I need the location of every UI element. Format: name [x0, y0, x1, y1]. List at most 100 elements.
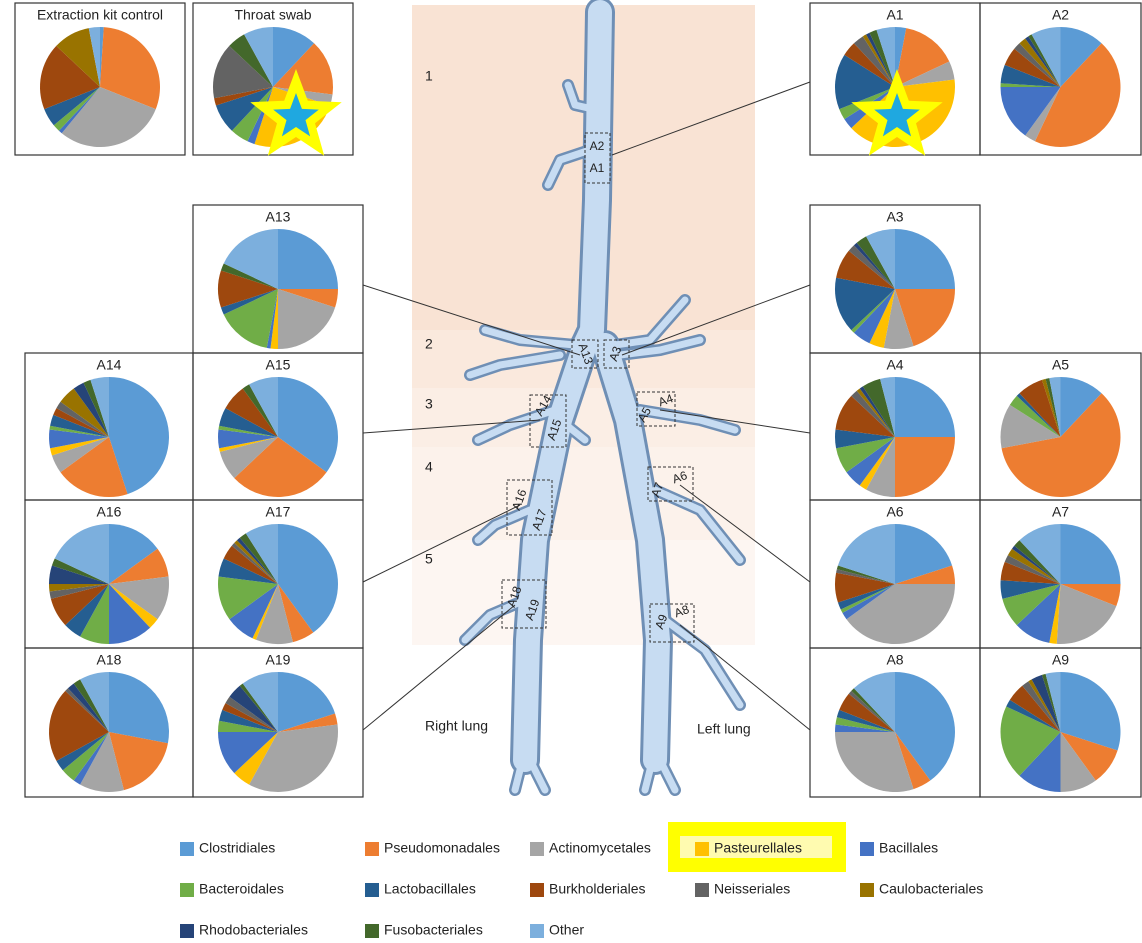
pie-slice [839, 693, 895, 732]
pie-slice [835, 429, 895, 449]
pie-slice [109, 524, 158, 584]
pie-panel: A1 [809, 2, 981, 156]
pie-slice [869, 29, 895, 88]
legend-swatch [365, 883, 379, 897]
pie-slice [1019, 379, 1061, 437]
pie-slice [80, 672, 109, 732]
region-label: A5 [635, 404, 655, 424]
pie-slice [249, 377, 278, 437]
pie-slice [88, 27, 100, 87]
pie-title: A9 [1052, 652, 1069, 668]
region-label: A17 [529, 507, 550, 532]
right-lung-label: Right lung [425, 718, 488, 734]
pie-slice [866, 437, 895, 497]
pie-slice [109, 548, 169, 584]
pie-slice [1025, 87, 1061, 142]
pie-slice [836, 569, 895, 584]
pie-slice [895, 229, 955, 289]
star-inner [273, 93, 319, 137]
left-lung-label: Left lung [697, 721, 751, 737]
pie-slice [215, 87, 273, 131]
pie-slice [876, 27, 895, 87]
legend-swatch [365, 842, 379, 856]
legend-label: Neisseriales [714, 881, 790, 897]
pie-slice [60, 388, 109, 437]
pie-slice [65, 688, 109, 732]
legend-label: Clostridiales [199, 840, 275, 856]
pie-slice [255, 584, 293, 644]
pie-slice [100, 27, 104, 87]
pie-slice [1034, 43, 1121, 148]
region-label: A8 [672, 602, 691, 620]
airway [459, 0, 746, 796]
legend-swatch [695, 883, 709, 897]
pie-slice [218, 558, 278, 584]
region-label: A15 [544, 417, 565, 442]
pie-slice [225, 388, 278, 437]
pie-slice [80, 584, 109, 644]
pie-slice [1016, 393, 1061, 437]
region-label: A16 [509, 487, 530, 512]
pie-slice [218, 720, 278, 732]
pie-slice [836, 565, 895, 584]
pie-title: A13 [266, 209, 291, 225]
pie-panel: A3 [809, 204, 981, 354]
pie-slice [242, 672, 278, 732]
pie-slice [229, 685, 278, 732]
pie-slice [1045, 378, 1061, 437]
pie-slice [895, 437, 955, 497]
legend-label: Fusobacteriales [384, 922, 483, 938]
pie-slice [242, 384, 278, 437]
pie-slice [234, 540, 278, 584]
pie-slice [1028, 34, 1061, 87]
pie-slice [109, 584, 158, 628]
pie-slice [270, 289, 278, 349]
legend-swatch [860, 842, 874, 856]
pie-slice [837, 524, 895, 584]
pie-slice [49, 429, 109, 449]
pie-slice [1000, 561, 1061, 584]
pie-slice [50, 414, 109, 437]
pie-panel: A17 [192, 499, 364, 649]
pie-slice [109, 672, 169, 744]
legend-swatch [180, 924, 194, 938]
pie-slice [862, 34, 895, 87]
pie-panel: A9 [979, 647, 1142, 798]
pie-slice [220, 263, 278, 289]
pie-slice [65, 584, 109, 637]
pie-slice [229, 584, 278, 639]
pie-slice [1000, 580, 1061, 599]
pie-slice [1060, 732, 1118, 781]
pie-slice [234, 732, 278, 785]
pie-slice [90, 377, 109, 437]
panel-border [14, 2, 186, 156]
pie-title: A7 [1052, 504, 1069, 520]
pie-slice [853, 242, 895, 289]
pie-slice [851, 390, 895, 437]
pie-panel: A16 [24, 499, 194, 649]
pie-slice [1004, 48, 1061, 87]
pie-slice [231, 542, 278, 584]
pie-slice [859, 437, 895, 490]
panel-border [192, 647, 364, 798]
panel-border [979, 2, 1142, 156]
pie-slice [219, 408, 278, 437]
pie-slice [1041, 378, 1061, 437]
pie-panel: A8 [809, 647, 981, 798]
pie-slice [835, 732, 914, 793]
pie-slice [859, 386, 895, 437]
pie-slice [1060, 27, 1102, 87]
pie-slice [1014, 43, 1061, 87]
pie-slice [856, 236, 895, 289]
legend-swatch [530, 924, 544, 938]
pie-slice [49, 425, 109, 437]
region-label: A9 [652, 612, 670, 631]
pie-slice [278, 713, 338, 732]
pie-slice [862, 378, 895, 437]
pie-slice [1049, 584, 1061, 644]
pie-panel: A7 [979, 499, 1142, 649]
pie-slice [851, 688, 895, 732]
pie-panel: A6 [809, 499, 981, 649]
pie-slice [1049, 377, 1061, 437]
pie-slice [239, 533, 278, 584]
